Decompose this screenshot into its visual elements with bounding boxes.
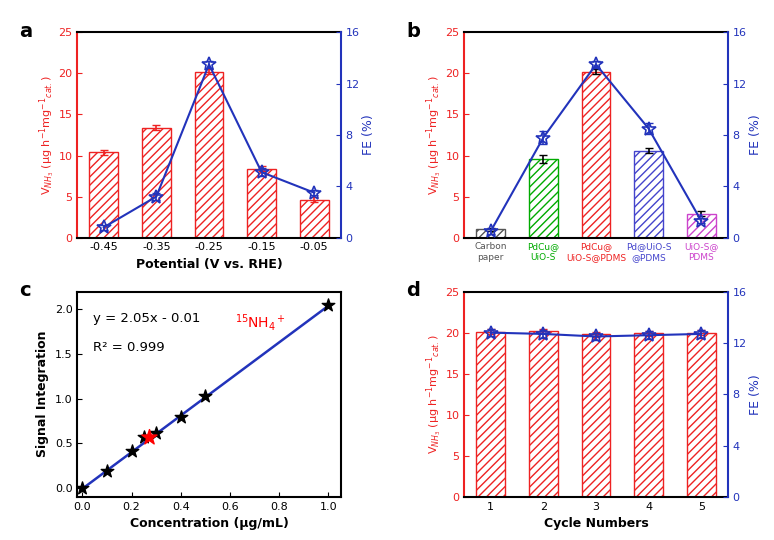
Bar <box>300 200 329 238</box>
Bar <box>634 151 663 238</box>
Y-axis label: FE (%): FE (%) <box>749 114 762 156</box>
Bar <box>142 127 171 238</box>
Bar <box>529 331 558 497</box>
Bar <box>529 159 558 238</box>
Point <box>138 433 150 441</box>
Y-axis label: V$_{NH_3}$ (μg h$^{-1}$mg$^{-1}$$_{cat.}$): V$_{NH_3}$ (μg h$^{-1}$mg$^{-1}$$_{cat.}… <box>424 75 444 195</box>
Point <box>322 301 334 309</box>
Point <box>101 467 113 475</box>
Point <box>174 412 187 421</box>
Point <box>150 429 163 438</box>
Text: b: b <box>406 22 420 41</box>
Text: a: a <box>19 22 33 41</box>
Y-axis label: Signal Integration: Signal Integration <box>36 331 50 457</box>
Text: d: d <box>406 281 420 300</box>
Point <box>125 447 138 456</box>
Y-axis label: V$_{NH_3}$ (μg h$^{-1}$mg$^{-1}$$_{cat.}$): V$_{NH_3}$ (μg h$^{-1}$mg$^{-1}$$_{cat.}… <box>424 334 444 454</box>
Point <box>199 392 211 400</box>
Text: R² = 0.999: R² = 0.999 <box>93 341 165 354</box>
Bar <box>247 168 276 238</box>
Text: c: c <box>19 281 31 300</box>
Text: $^{15}$NH$_4$$^+$: $^{15}$NH$_4$$^+$ <box>235 312 286 333</box>
X-axis label: Cycle Numbers: Cycle Numbers <box>543 517 649 530</box>
Y-axis label: FE (%): FE (%) <box>362 114 375 156</box>
Y-axis label: FE (%): FE (%) <box>749 374 762 415</box>
Point <box>76 483 88 492</box>
Bar <box>476 332 505 497</box>
Bar <box>581 72 611 238</box>
Text: y = 2.05x - 0.01: y = 2.05x - 0.01 <box>93 312 200 325</box>
Point <box>142 433 155 442</box>
Bar <box>476 230 505 238</box>
Bar <box>634 334 663 497</box>
Bar <box>687 214 716 238</box>
Bar <box>581 334 611 497</box>
X-axis label: Concentration (μg/mL): Concentration (μg/mL) <box>129 517 289 530</box>
Bar <box>89 152 118 238</box>
X-axis label: Potential (V vs. RHE): Potential (V vs. RHE) <box>135 258 283 271</box>
Y-axis label: V$_{NH_3}$ (μg h$^{-1}$mg$^{-1}$$_{cat.}$): V$_{NH_3}$ (μg h$^{-1}$mg$^{-1}$$_{cat.}… <box>37 75 57 195</box>
Bar <box>194 72 224 238</box>
Bar <box>687 333 716 497</box>
